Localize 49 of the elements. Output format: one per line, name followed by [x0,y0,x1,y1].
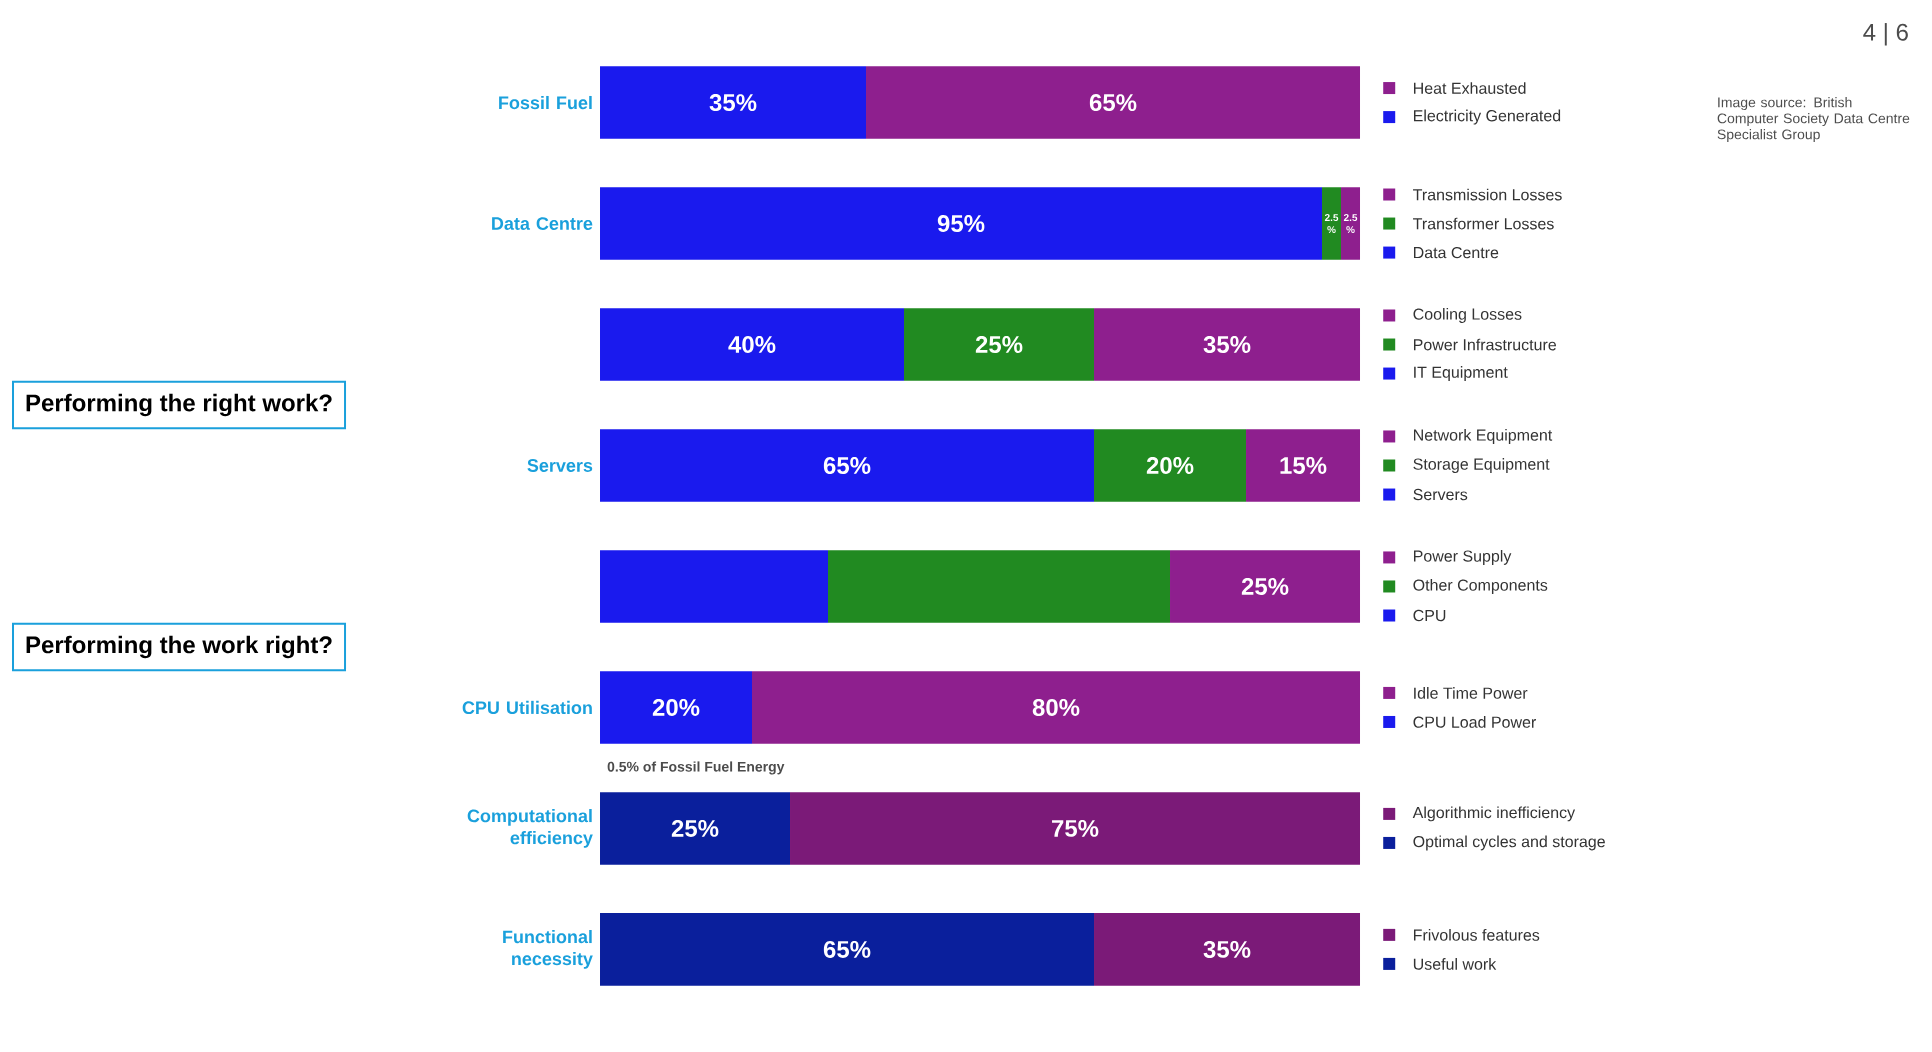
text: Performing the right work? [26,393,332,417]
y-tick-label: Data Centre [492,217,593,230]
data-label: 2.5 % [1343,214,1358,234]
legend-label: Useful work [1413,958,1497,970]
data-label: 15% [1280,457,1327,474]
legend-label: Storage Equipment [1413,458,1550,473]
legend-label: Frivolous features [1414,928,1540,941]
y-tick-label: CPU Utilisation [462,700,592,715]
legend-label: Data Centre [1414,246,1499,259]
legend-label: Electricity Generated [1414,109,1561,125]
legend-label: Transformer Losses [1413,217,1554,230]
data-label: 65% [823,940,871,958]
data-label: 35% [709,94,757,112]
legend-label: CPU [1413,609,1446,622]
legend-label: Network Equipment [1414,428,1553,444]
data-label: 25% [975,336,1023,353]
data-label: 35% [1203,940,1251,958]
legend-label: Algorithmic inefficiency [1412,806,1576,822]
data-label: 35% [1203,336,1251,354]
legend-label: Transmission Losses [1413,188,1562,201]
text: Performing the work right? [26,635,332,659]
data-label: 95% [937,215,985,233]
legend-label: Idle Time Power [1414,687,1528,699]
data-label: 80% [1032,698,1080,716]
legend-label: Cooling Losses [1413,308,1522,323]
data-label: 25% [1241,577,1289,595]
legend-label: Optimal cycles and storage [1413,835,1605,851]
legend-label: Power Supply [1414,549,1512,565]
data-label: 2.5 % [1324,214,1339,234]
data-label: 20% [652,698,700,716]
legend-label: Other Components [1413,579,1548,594]
legend-label: Servers [1413,488,1468,501]
text: Image source: British Computer Society Data Centre Specialist Group [1717,97,1910,143]
data-label: 65% [1089,94,1137,112]
data-label: 40% [728,336,776,353]
annotation: 0.5% of Fossil Fuel Energy [607,761,785,775]
text: 4 | 6 [1863,23,1908,46]
y-tick-label: Functional necessity [503,930,593,969]
data-label: 75% [1052,819,1099,837]
y-tick-label: Fossil Fuel [499,95,592,110]
data-label: 20% [1146,457,1194,474]
legend-label: IT Equipment [1414,366,1508,382]
legend-label: Heat Exhausted [1414,82,1526,94]
data-label: 25% [671,819,719,837]
legend-label: CPU Load Power [1413,716,1536,728]
y-tick-label: Computational efficiency [467,809,593,848]
legend-label: Power Infrastructure [1414,338,1556,351]
y-tick-label: Servers [527,459,593,472]
data-label: 65% [823,457,871,474]
